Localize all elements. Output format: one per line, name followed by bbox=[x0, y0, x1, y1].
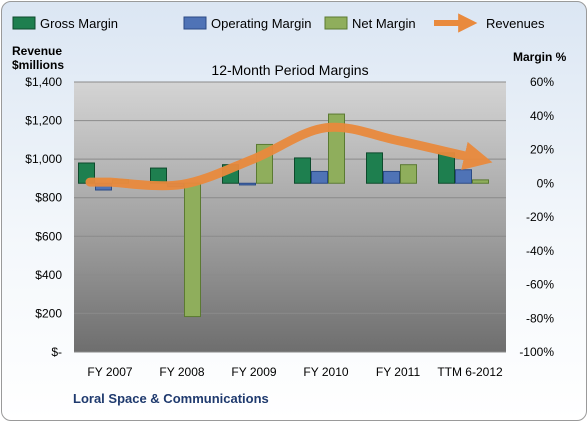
company-name: Loral Space & Communications bbox=[73, 391, 269, 406]
chart-title: 12-Month Period Margins bbox=[211, 62, 368, 78]
revenue-point bbox=[109, 181, 111, 183]
gridlines bbox=[74, 81, 506, 353]
left-tick-label: $800 bbox=[35, 191, 62, 205]
revenue-point bbox=[397, 140, 399, 142]
bar-net-margin bbox=[400, 164, 417, 184]
right-axis-ticks: 60% 40% 20% 0% -20% -40% -60% -80% -100% bbox=[519, 75, 554, 359]
revenue-group bbox=[85, 122, 493, 191]
legend-label-net-margin: Net Margin bbox=[352, 16, 416, 31]
right-tick-label: 60% bbox=[530, 75, 554, 89]
x-tick-label: FY 2009 bbox=[231, 365, 276, 379]
left-tick-label: $1,200 bbox=[25, 114, 62, 128]
x-axis-ticks: FY 2007 FY 2008 FY 2009 FY 2010 FY 2011 TTM 6… bbox=[87, 365, 503, 379]
x-tick-label: TTM 6-2012 bbox=[437, 365, 503, 379]
bar-net-margin bbox=[184, 182, 201, 318]
right-tick-label: -60% bbox=[526, 278, 554, 292]
right-tick-label: -20% bbox=[526, 210, 554, 224]
legend-label-operating-margin: Operating Margin bbox=[211, 16, 311, 31]
revenue-point bbox=[469, 156, 471, 158]
left-tick-label: $400 bbox=[35, 268, 62, 282]
bar-operating-margin bbox=[455, 169, 472, 184]
bar-operating-margin bbox=[311, 170, 328, 184]
left-axis-title-line2: $millions bbox=[12, 58, 64, 72]
right-tick-label: -80% bbox=[526, 311, 554, 325]
legend-label-gross-margin: Gross Margin bbox=[40, 16, 118, 31]
legend-swatch-net-margin bbox=[324, 16, 348, 30]
bar-operating-margin bbox=[383, 170, 400, 184]
bar-gross-margin bbox=[294, 157, 311, 184]
left-axis-ticks: $1,400 $1,200 $1,000 $800 $600 $400 $200 $- bbox=[25, 75, 62, 359]
right-tick-label: 40% bbox=[530, 109, 554, 123]
legend-swatch-gross-margin bbox=[12, 16, 36, 30]
right-tick-label: -100% bbox=[519, 345, 554, 359]
right-tick-label: 20% bbox=[530, 143, 554, 157]
left-tick-label: $- bbox=[51, 345, 62, 359]
plot-area bbox=[74, 82, 506, 352]
left-tick-label: $200 bbox=[35, 306, 62, 320]
left-axis-title-line1: Revenue bbox=[12, 44, 62, 58]
x-tick-label: FY 2010 bbox=[303, 365, 348, 379]
revenue-point bbox=[325, 127, 327, 129]
left-tick-label: $1,000 bbox=[25, 152, 62, 166]
legend-swatch-operating-margin bbox=[183, 16, 207, 30]
x-tick-label: FY 2008 bbox=[159, 365, 204, 379]
legend-label-revenues: Revenues bbox=[486, 16, 545, 31]
x-tick-label: FY 2011 bbox=[376, 365, 421, 379]
revenue-line bbox=[85, 122, 493, 191]
x-tick-label: FY 2007 bbox=[87, 365, 132, 379]
right-tick-label: -40% bbox=[526, 244, 554, 258]
revenue-point bbox=[181, 183, 183, 185]
bar-operating-margin bbox=[239, 182, 256, 186]
bar-net-margin bbox=[472, 179, 489, 184]
left-tick-label: $1,400 bbox=[25, 75, 62, 89]
right-axis-title: Margin % bbox=[513, 50, 567, 64]
bar-gross-margin bbox=[366, 152, 383, 184]
legend: Gross Margin Operating Margin Net Margin… bbox=[12, 13, 545, 33]
right-tick-label: 0% bbox=[537, 176, 555, 190]
revenue-point bbox=[253, 158, 255, 160]
left-tick-label: $600 bbox=[35, 229, 62, 243]
